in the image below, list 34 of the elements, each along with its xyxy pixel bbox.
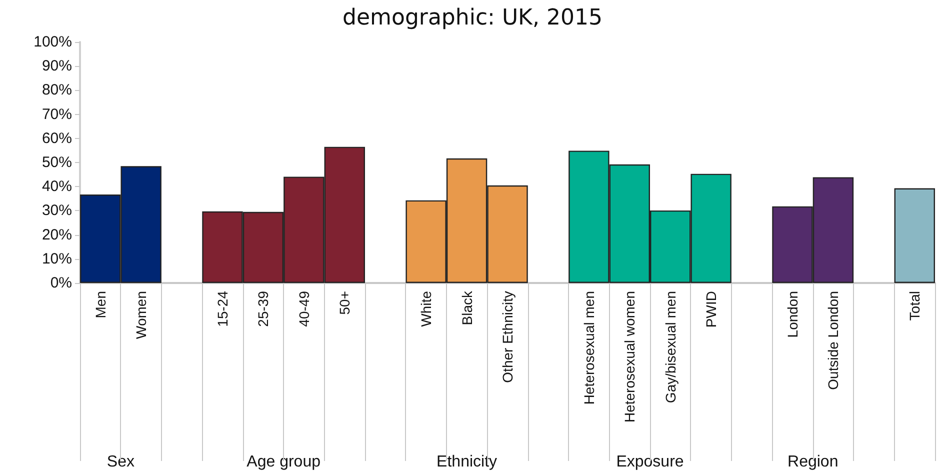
y-tick-label: 60% xyxy=(42,130,72,147)
y-tick-label: 50% xyxy=(42,154,72,171)
x-tick-label: Black xyxy=(458,290,475,326)
x-tick-label: PWID xyxy=(703,291,720,328)
x-tick-label: White xyxy=(418,290,434,327)
x-tick-label: Heterosexual men xyxy=(580,291,597,405)
y-tick-label: 70% xyxy=(42,106,72,123)
y-tick-label: 30% xyxy=(42,202,72,220)
x-tick-label: Women xyxy=(133,291,150,339)
x-tick-label: Outside London xyxy=(825,291,842,390)
text: Age group xyxy=(246,454,321,470)
bar xyxy=(894,188,935,283)
text: Sex xyxy=(106,454,135,470)
x-tick-label: 25-39 xyxy=(255,290,272,327)
x-tick-label: 40-49 xyxy=(296,290,312,327)
y-tick-label: 40% xyxy=(42,178,72,196)
x-tick-label: 15-24 xyxy=(214,290,230,327)
x-tick-label: London xyxy=(784,291,800,338)
text: Exposure xyxy=(616,454,684,470)
x-tick-label: Total xyxy=(906,291,923,321)
y-tick-label: 0% xyxy=(50,274,72,292)
x-tick-label: Other Ethnicity xyxy=(500,291,516,383)
x-tick-label: 50+ xyxy=(336,291,353,315)
x-tick-label: Gay/bisexual men xyxy=(662,291,678,404)
y-tick-label: 100% xyxy=(34,34,72,50)
y-tick-label: 90% xyxy=(42,58,72,75)
text: Region xyxy=(788,454,838,470)
x-tick-label: Heterosexual women xyxy=(622,291,638,423)
x-tick-label: Men xyxy=(92,291,108,318)
y-tick-label: 20% xyxy=(42,226,72,244)
text: Ethnicity xyxy=(436,454,498,470)
y-tick-label: 80% xyxy=(42,82,72,99)
chart-title: demographic: UK, 2015 xyxy=(342,6,602,30)
y-tick-label: 10% xyxy=(42,250,72,268)
